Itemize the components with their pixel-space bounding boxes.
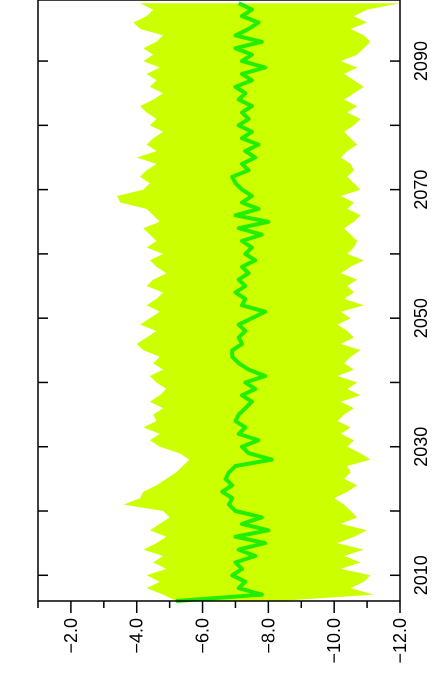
value-tick-label: −8.0 [258,618,278,654]
ensemble-range-band [117,3,400,601]
value-tick-label: −6.0 [193,618,213,654]
value-tick-label: −10.0 [324,618,344,664]
time-tick-label: 2070 [411,170,431,210]
plot-frame [37,0,401,602]
time-tick-label: 2030 [411,427,431,467]
value-axis: −2.0 −4.0 −6.0 −8.0 −10.0 −12.0 [37,601,410,664]
value-tick-label: −4.0 [127,618,147,654]
mean-line-layer [176,1,274,603]
ensemble-mean-line [176,1,274,603]
time-tick-label: 2090 [411,41,431,81]
value-tick-label: −2.0 [61,618,81,654]
time-axis: 2010 2030 2050 2070 2090 [38,41,431,595]
time-tick-label: 2050 [411,298,431,338]
time-tick-label: 2010 [411,555,431,595]
range-band-layer [117,3,400,601]
value-tick-label: −12.0 [390,618,410,664]
